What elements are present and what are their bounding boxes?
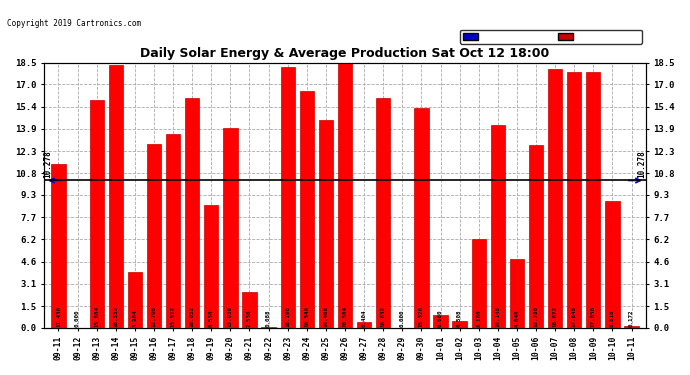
Bar xyxy=(624,326,639,328)
Bar xyxy=(433,315,448,328)
Bar xyxy=(357,322,371,328)
Bar xyxy=(128,272,142,328)
Bar xyxy=(414,108,428,328)
Bar xyxy=(529,145,543,328)
Bar xyxy=(262,327,276,328)
Text: 3.904: 3.904 xyxy=(132,310,137,327)
Text: 17.848: 17.848 xyxy=(572,306,577,327)
Text: 11.436: 11.436 xyxy=(56,306,61,327)
Bar xyxy=(567,72,582,328)
Bar xyxy=(586,72,600,328)
Text: 18.504: 18.504 xyxy=(342,306,348,327)
Text: 14.468: 14.468 xyxy=(324,306,328,327)
Text: 6.180: 6.180 xyxy=(476,310,481,327)
Text: 14.148: 14.148 xyxy=(495,306,500,327)
Bar xyxy=(242,292,257,328)
Text: 17.856: 17.856 xyxy=(591,306,596,327)
Text: 16.052: 16.052 xyxy=(190,306,195,327)
Bar xyxy=(224,128,237,328)
Text: 15.884: 15.884 xyxy=(94,306,99,327)
Text: 18.072: 18.072 xyxy=(553,306,558,327)
Bar xyxy=(281,67,295,328)
Legend: Average  (kWh), Daily  (kWh): Average (kWh), Daily (kWh) xyxy=(460,30,642,44)
Text: 8.816: 8.816 xyxy=(610,310,615,327)
Text: 18.332: 18.332 xyxy=(113,306,118,327)
Bar xyxy=(376,98,391,328)
Text: 0.508: 0.508 xyxy=(457,310,462,327)
Text: 10.278: 10.278 xyxy=(43,151,52,178)
Bar xyxy=(605,201,620,328)
Text: 10.278: 10.278 xyxy=(638,151,647,178)
Bar xyxy=(185,98,199,328)
Bar xyxy=(471,239,486,328)
Text: 12.780: 12.780 xyxy=(533,306,538,327)
Text: 16.548: 16.548 xyxy=(304,306,309,327)
Bar xyxy=(299,90,314,328)
Text: 12.796: 12.796 xyxy=(152,306,157,327)
Text: 18.196: 18.196 xyxy=(285,306,290,327)
Bar xyxy=(108,65,123,328)
Bar xyxy=(338,63,352,328)
Text: 0.172: 0.172 xyxy=(629,310,634,327)
Text: 8.556: 8.556 xyxy=(209,310,214,327)
Bar xyxy=(319,120,333,328)
Text: 0.088: 0.088 xyxy=(266,310,271,327)
Title: Daily Solar Energy & Average Production Sat Oct 12 18:00: Daily Solar Energy & Average Production … xyxy=(140,47,550,60)
Text: 16.032: 16.032 xyxy=(381,306,386,327)
Bar xyxy=(510,258,524,328)
Bar xyxy=(51,164,66,328)
Bar xyxy=(204,205,219,328)
Text: 0.000: 0.000 xyxy=(400,310,405,327)
Bar xyxy=(147,144,161,328)
Bar xyxy=(491,125,505,328)
Bar xyxy=(90,100,104,328)
Text: Copyright 2019 Cartronics.com: Copyright 2019 Cartronics.com xyxy=(7,19,141,28)
Bar xyxy=(548,69,562,328)
Text: 4.840: 4.840 xyxy=(515,310,520,327)
Text: 0.000: 0.000 xyxy=(75,310,80,327)
Text: 0.880: 0.880 xyxy=(438,310,443,327)
Text: 0.404: 0.404 xyxy=(362,310,366,327)
Bar xyxy=(166,134,180,328)
Bar xyxy=(453,321,466,328)
Text: 13.512: 13.512 xyxy=(170,306,175,327)
Text: 2.536: 2.536 xyxy=(247,310,252,327)
Text: 13.936: 13.936 xyxy=(228,306,233,327)
Text: 15.320: 15.320 xyxy=(419,306,424,327)
